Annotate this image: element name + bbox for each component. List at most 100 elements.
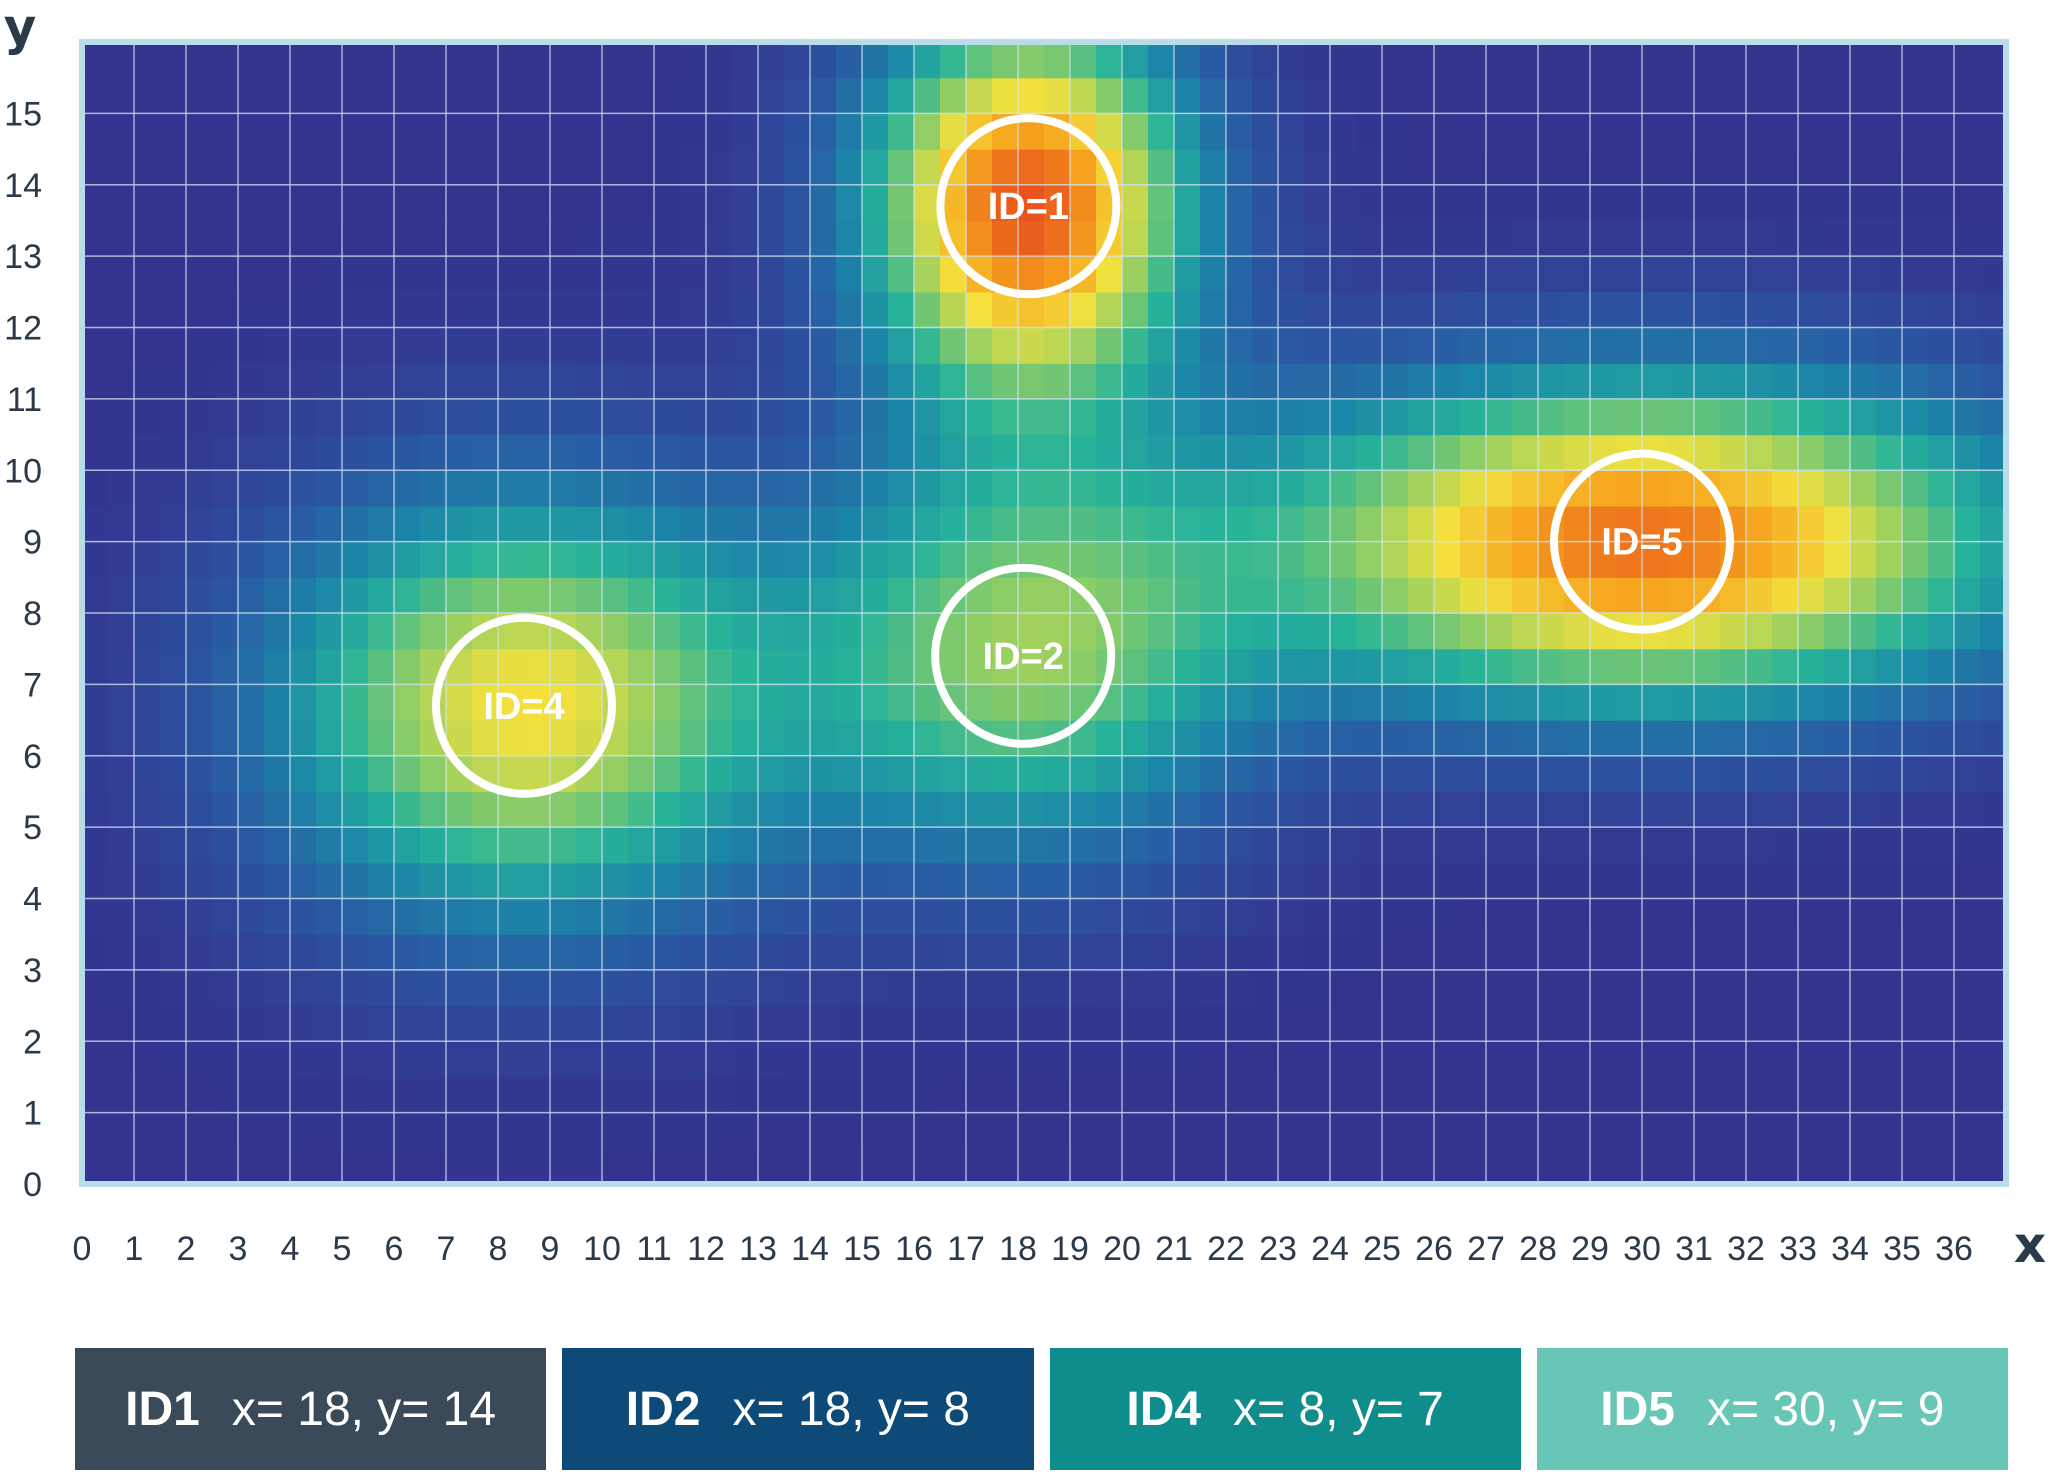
heat-cell (1434, 1041, 1461, 1078)
heat-cell (498, 434, 525, 471)
heat-cell (1460, 1041, 1487, 1078)
heat-cell (1122, 1148, 1149, 1185)
heat-cell (810, 755, 837, 793)
heat-cell (1044, 613, 1071, 650)
heat-cell (1772, 1112, 1799, 1149)
heat-cell (1330, 470, 1357, 507)
heat-cell (1304, 541, 1331, 578)
heat-cell (1720, 1148, 1747, 1185)
heat-cell (1850, 1148, 1877, 1185)
heat-cell (1200, 541, 1227, 578)
heat-cell (1382, 42, 1409, 79)
heat-cell (212, 755, 239, 793)
heat-cell (82, 113, 109, 150)
heat-cell (654, 684, 681, 721)
heat-cell (1356, 827, 1383, 864)
heat-cell (1096, 827, 1123, 864)
heat-cell (1538, 1076, 1565, 1114)
heat-cell (628, 363, 655, 400)
heat-cell (784, 505, 811, 543)
heat-cell (602, 256, 629, 293)
heat-cell (342, 327, 369, 364)
heat-cell (940, 1148, 967, 1185)
heat-cell (108, 720, 135, 757)
heat-cell (1070, 470, 1097, 507)
heat-cell (1746, 184, 1773, 222)
heat-cell (914, 184, 941, 222)
heat-cell (1278, 613, 1305, 650)
heat-cell (290, 613, 317, 650)
heat-cell (1824, 77, 1851, 114)
heat-cell (342, 541, 369, 578)
heat-cell (1486, 934, 1513, 971)
heat-cell (394, 755, 421, 793)
heat-cell (498, 113, 525, 150)
heat-cell (160, 720, 187, 757)
heat-cell (1200, 969, 1227, 1007)
heat-cell (108, 791, 135, 828)
heat-cell (966, 398, 993, 436)
heat-cell (1564, 613, 1591, 650)
heat-cell (836, 1041, 863, 1078)
heat-cell (888, 291, 915, 329)
heat-cell (1876, 113, 1903, 150)
heat-cell (212, 898, 239, 935)
heat-cell (1330, 363, 1357, 400)
heat-cell (966, 505, 993, 543)
heat-cell (1746, 934, 1773, 971)
heat-cell (1330, 862, 1357, 900)
heat-cell (862, 648, 889, 685)
x-tick-label: 32 (1727, 1230, 1765, 1268)
heat-cell (888, 934, 915, 971)
heat-cell (290, 934, 317, 971)
heat-cell (1642, 1112, 1669, 1149)
heat-cell (1200, 505, 1227, 543)
heat-cell (1226, 184, 1253, 222)
legend-id: ID1 (125, 1382, 200, 1436)
heat-cell (446, 77, 473, 114)
heat-cell (446, 862, 473, 900)
heat-cell (1928, 862, 1955, 900)
heat-cell (1486, 969, 1513, 1007)
heat-cell (1642, 327, 1669, 364)
heat-cell (472, 684, 499, 721)
heat-cell (680, 827, 707, 864)
heat-cell (1642, 791, 1669, 828)
heat-cell (420, 398, 447, 436)
heat-cell (264, 1005, 291, 1042)
heat-cell (706, 77, 733, 114)
heat-cell (1772, 42, 1799, 79)
heat-cell (550, 648, 577, 685)
heat-cell (524, 42, 551, 79)
heat-cell (1746, 470, 1773, 507)
heat-cell (1512, 1112, 1539, 1149)
heat-cell (888, 1005, 915, 1042)
heat-cell (316, 541, 343, 578)
heat-cell (1538, 42, 1565, 79)
heat-cell (1928, 1112, 1955, 1149)
heat-cell (862, 505, 889, 543)
heat-cell (732, 42, 759, 79)
heat-cell (914, 434, 941, 471)
heat-cell (836, 1005, 863, 1042)
heat-cell (1356, 613, 1383, 650)
heat-cell (1382, 541, 1409, 578)
heat-cell (1980, 363, 2007, 400)
heat-cell (1174, 862, 1201, 900)
heat-cell (1980, 755, 2007, 793)
heat-cell (1226, 684, 1253, 721)
heat-cell (82, 291, 109, 329)
heat-cell (186, 291, 213, 329)
heat-cell (1902, 1112, 1929, 1149)
heat-cell (290, 827, 317, 864)
heat-cell (966, 755, 993, 793)
heat-cell (368, 256, 395, 293)
heat-cell (1512, 434, 1539, 471)
heat-cell (420, 470, 447, 507)
heat-cell (524, 1112, 551, 1149)
heat-cell (1200, 77, 1227, 114)
x-tick-label: 28 (1519, 1230, 1557, 1268)
heat-cell (134, 613, 161, 650)
heat-cell (1122, 184, 1149, 222)
heat-cell (680, 470, 707, 507)
